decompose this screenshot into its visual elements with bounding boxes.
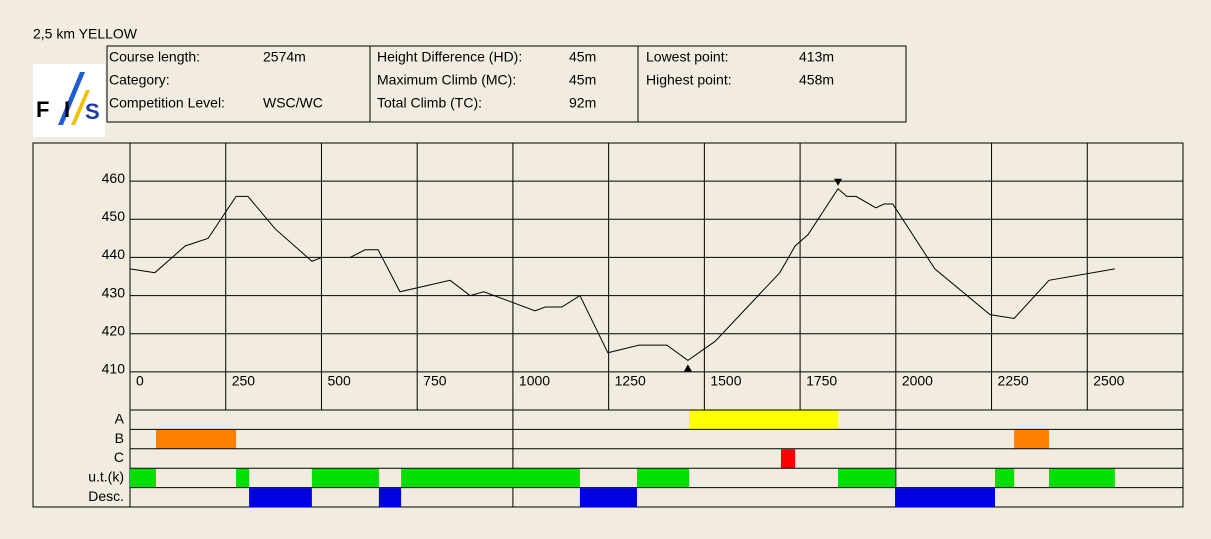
- logo: F I S: [33, 64, 105, 137]
- band-segment: [689, 410, 839, 430]
- y-tick-label: 450: [102, 208, 126, 224]
- y-tick-label: 420: [102, 322, 126, 338]
- info-value: 413m: [799, 49, 834, 65]
- band-segment: [311, 468, 379, 488]
- logo-letter: I: [64, 97, 70, 122]
- y-tick-label: 440: [102, 246, 126, 262]
- band-segment: [401, 468, 580, 488]
- band-segment: [130, 468, 157, 488]
- x-tick-label: 1000: [519, 373, 550, 389]
- y-tick-label: 430: [102, 284, 126, 300]
- band-label: u.t.(k): [88, 469, 124, 485]
- x-tick-label: 750: [423, 373, 447, 389]
- band-segment: [895, 488, 995, 507]
- band-segment: [1048, 468, 1115, 488]
- x-tick-label: 0: [136, 373, 144, 389]
- info-value: 45m: [569, 49, 596, 65]
- info-value: 2574m: [263, 49, 306, 65]
- logo-letter: F: [36, 97, 49, 122]
- band-label: B: [115, 430, 124, 446]
- band-segment: [378, 488, 402, 507]
- band-segment: [780, 449, 796, 469]
- x-tick-label: 2500: [1093, 373, 1124, 389]
- logo-letter: S: [85, 99, 100, 124]
- band-label: A: [115, 410, 125, 426]
- y-tick-label: 410: [102, 361, 126, 377]
- band-label: Desc.: [88, 488, 124, 504]
- x-tick-label: 1250: [615, 373, 646, 389]
- band-label: C: [114, 449, 124, 465]
- band-segment: [636, 468, 690, 488]
- lowest-marker: [683, 364, 692, 372]
- info-label: Highest point:: [646, 72, 732, 88]
- band-segment: [579, 488, 637, 507]
- x-tick-label: 1500: [710, 373, 741, 389]
- info-label: Course length:: [109, 49, 200, 65]
- chart-title: 2,5 km YELLOW: [33, 26, 138, 42]
- info-value: WSC/WC: [263, 95, 323, 111]
- band-segment: [1014, 429, 1049, 449]
- band-segment: [249, 488, 312, 507]
- x-tick-label: 2000: [902, 373, 933, 389]
- info-label: Competition Level:: [109, 95, 225, 111]
- info-value: 45m: [569, 72, 596, 88]
- info-label: Maximum Climb (MC):: [377, 72, 516, 88]
- info-label: Category:: [109, 72, 170, 88]
- band-segment: [236, 468, 250, 488]
- x-tick-label: 500: [327, 373, 351, 389]
- info-value: 92m: [569, 95, 596, 111]
- highest-marker: [833, 178, 842, 186]
- y-tick-label: 460: [102, 170, 126, 186]
- info-label: Lowest point:: [646, 49, 729, 65]
- logo-stripe: [71, 90, 90, 125]
- x-tick-label: 250: [232, 373, 256, 389]
- band-segment: [156, 429, 237, 449]
- x-tick-label: 2250: [998, 373, 1029, 389]
- band-segment: [837, 468, 896, 488]
- info-box: [106, 45, 907, 123]
- info-label: Height Difference (HD):: [377, 49, 522, 65]
- logo-stripe: [58, 72, 85, 125]
- info-value: 458m: [799, 72, 834, 88]
- x-tick-label: 1750: [806, 373, 837, 389]
- chart-frame: [32, 142, 1184, 508]
- band-segment: [994, 468, 1015, 488]
- info-label: Total Climb (TC):: [377, 95, 482, 111]
- profile-line: [129, 188, 1115, 362]
